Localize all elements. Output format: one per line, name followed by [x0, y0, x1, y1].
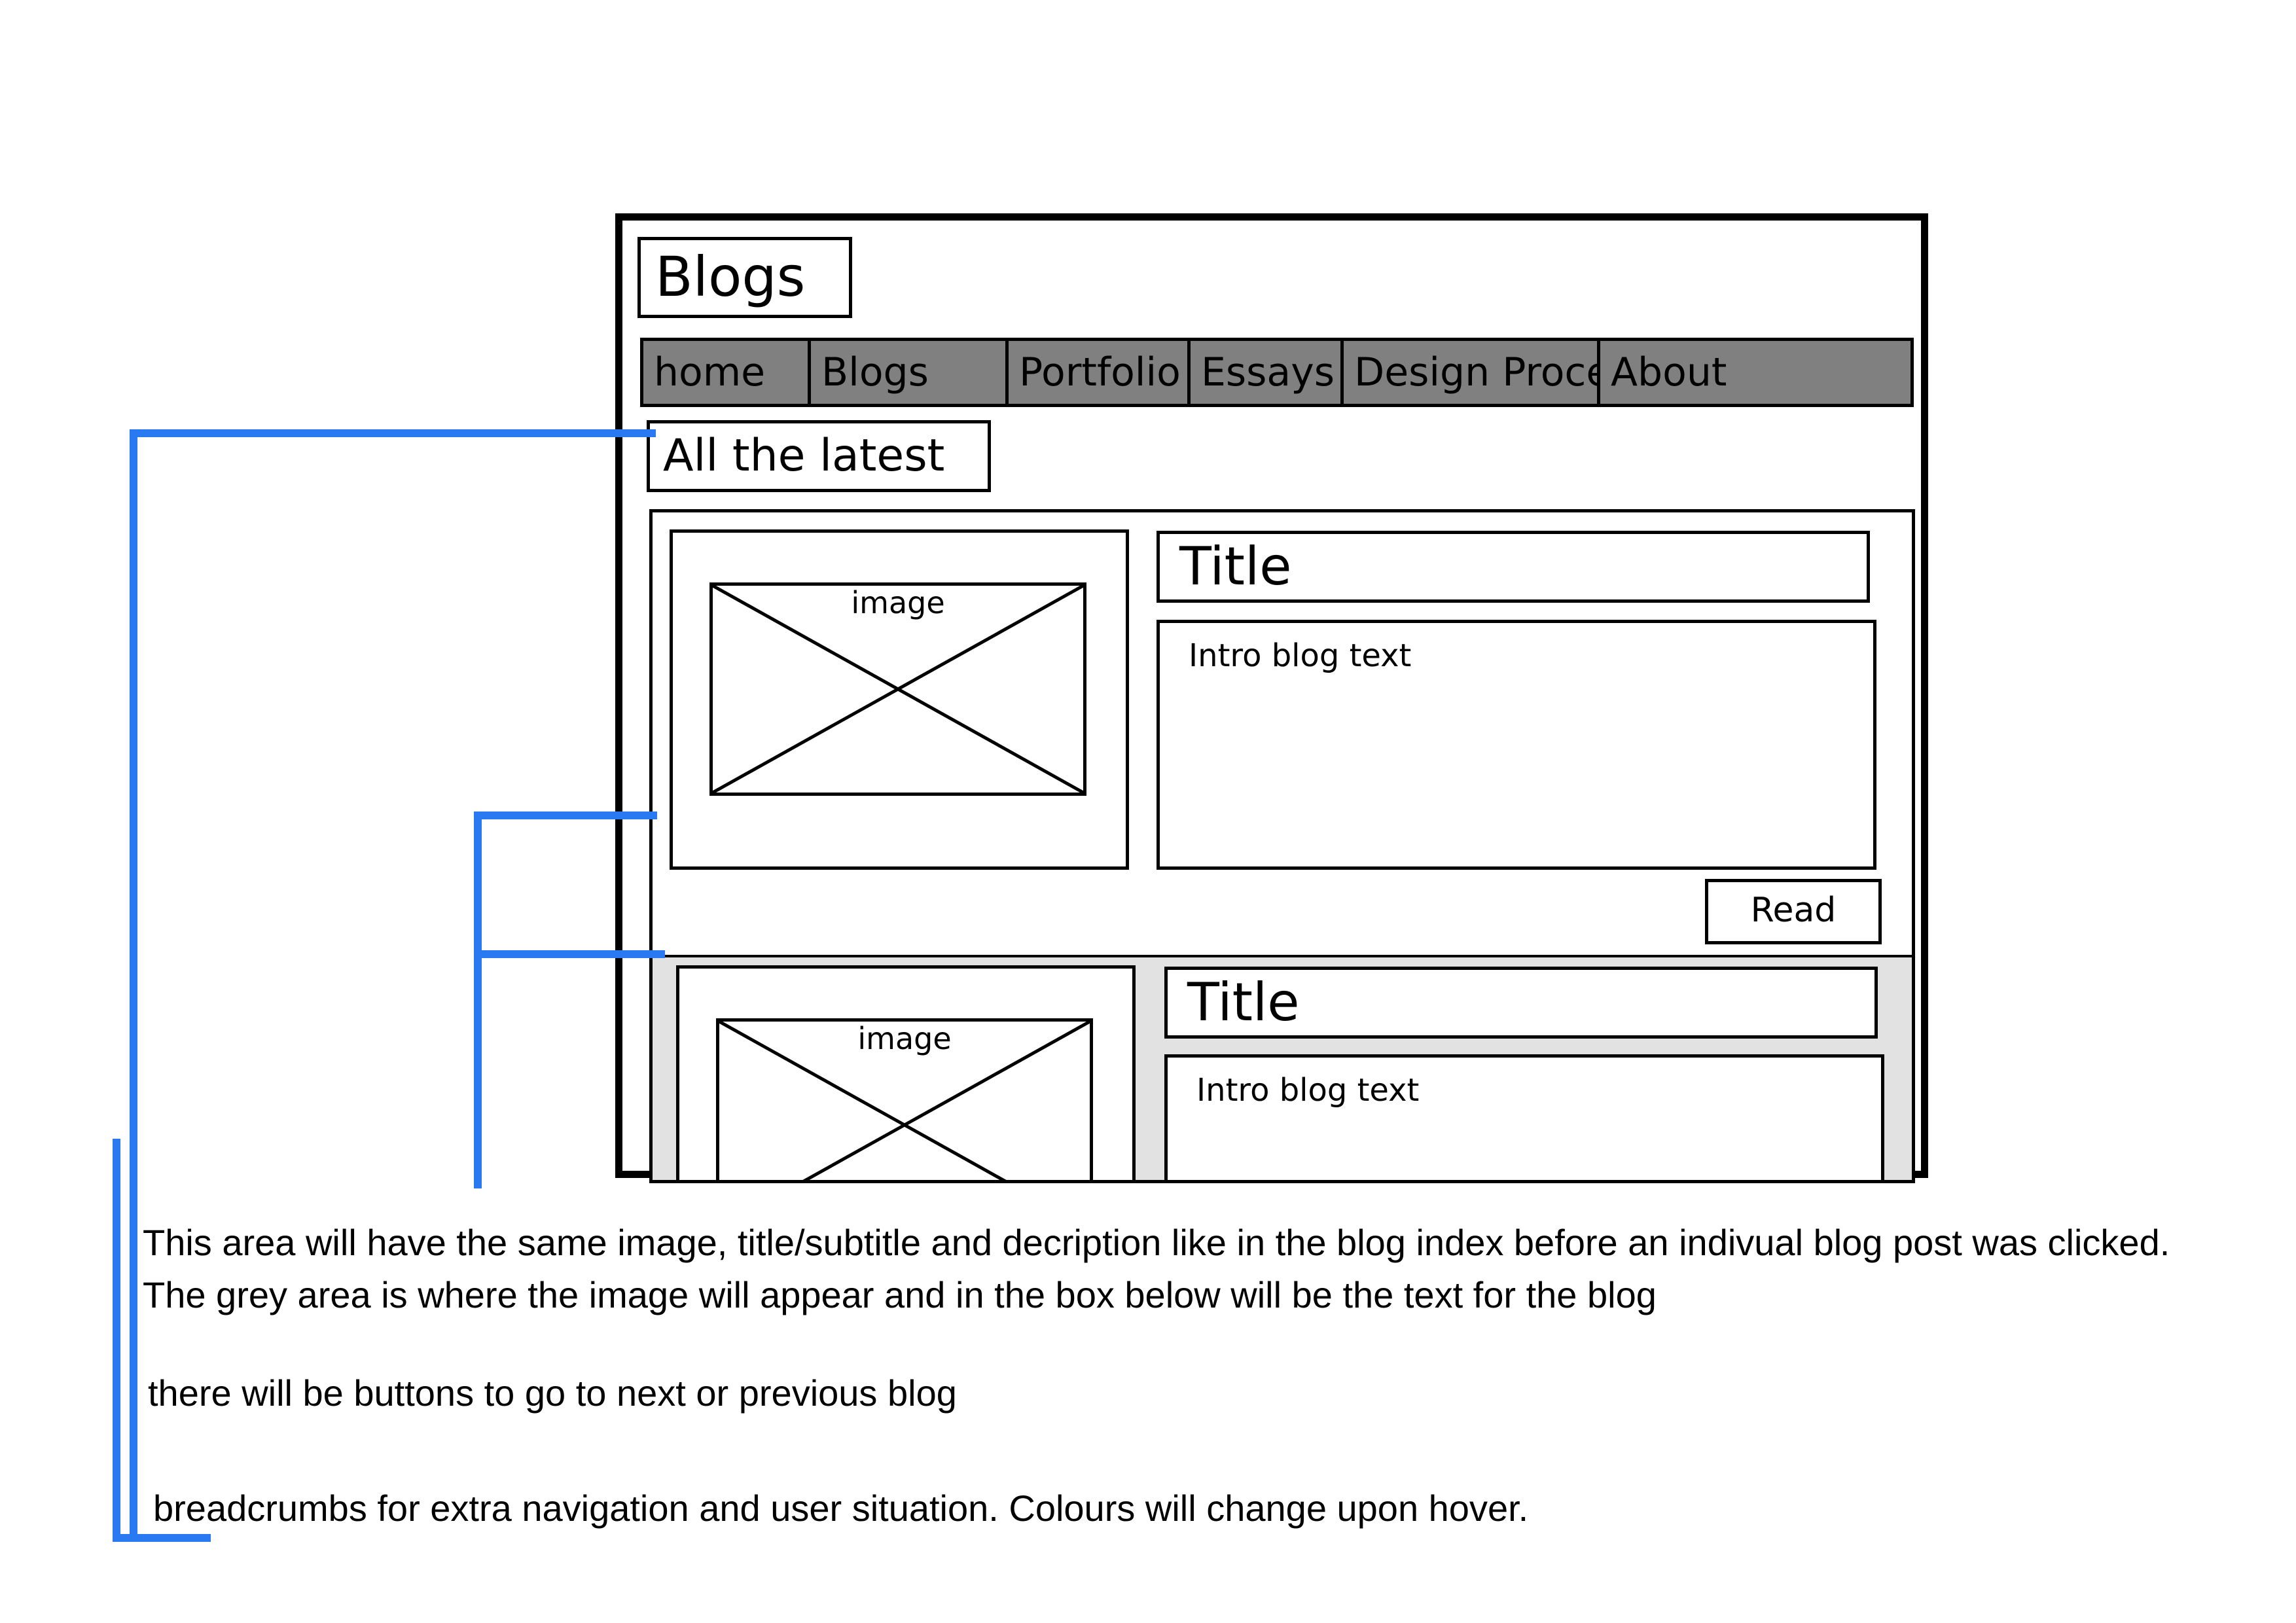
image-placeholder: image — [709, 582, 1086, 796]
note-line-1: This area will have the same image, titl… — [143, 1222, 2170, 1263]
nav-item-portfolio[interactable]: Portfolio — [1009, 341, 1191, 404]
blog-list: image Title Intro blog text Read more im… — [649, 509, 1915, 1183]
note-line-4: breadcrumbs for extra navigation and use… — [153, 1488, 1529, 1529]
annotation-bracket-vertical — [130, 429, 137, 1542]
nav-item-blogs[interactable]: Blogs — [811, 341, 1009, 404]
cross-icon — [719, 1022, 1090, 1183]
post-intro: Intro blog text — [1157, 620, 1876, 870]
blog-card: image Title Intro blog text Read more — [653, 512, 1912, 986]
image-frame: image — [670, 529, 1129, 870]
nav-item-essays[interactable]: Essays — [1191, 341, 1344, 404]
annotation-bracket-lower-vertical — [113, 1139, 120, 1542]
nav-item-home[interactable]: home — [643, 341, 811, 404]
image-label: image — [857, 1021, 952, 1056]
post-title[interactable]: Title — [1157, 531, 1870, 603]
nav-item-design-process[interactable]: Design Process — [1344, 341, 1600, 404]
cross-icon — [713, 586, 1083, 793]
post-intro: Intro blog text — [1164, 1054, 1884, 1180]
note-line-3: there will be buttons to go to next or p… — [148, 1372, 957, 1414]
read-more-button[interactable]: Read more — [1705, 879, 1882, 986]
image-frame: image — [676, 965, 1136, 1183]
image-placeholder: image — [716, 1018, 1093, 1183]
post-title[interactable]: Title — [1164, 967, 1878, 1039]
note-line-2: The grey area is where the image will ap… — [143, 1274, 1657, 1315]
blog-card: image Title Intro blog text — [653, 955, 1912, 1183]
annotation-inner-vertical — [474, 812, 482, 1188]
site-title: Blogs — [637, 237, 852, 318]
nav-item-about[interactable]: About — [1611, 349, 1727, 395]
annotation-inner-top — [474, 812, 657, 819]
annotation-bracket-top — [132, 429, 656, 437]
annotation-bracket-bottom — [113, 1534, 211, 1542]
image-label: image — [851, 585, 945, 620]
annotation-inner-middle — [482, 950, 665, 958]
section-heading: All the latest — [647, 420, 991, 492]
main-nav: home Blogs Portfolio Essays Design Proce… — [640, 338, 1914, 407]
